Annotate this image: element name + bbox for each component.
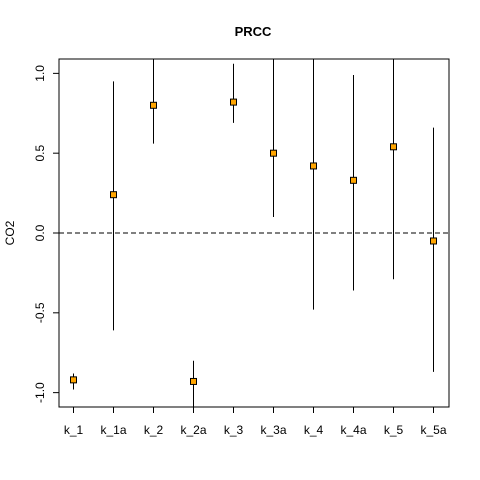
- x-tick-label-k_1a: k_1a: [100, 423, 126, 437]
- x-tick-label-k_5: k_5: [384, 423, 404, 437]
- y-tick-label-0.0: 0.0: [33, 224, 47, 241]
- x-tick-label-k_5a: k_5a: [420, 423, 446, 437]
- point-marker-k_1a: [110, 191, 117, 199]
- point-marker-k_5: [390, 143, 397, 151]
- point-marker-k_4a: [350, 176, 357, 184]
- point-marker-k_3: [230, 98, 237, 106]
- y-tick-label--1.0: -1.0: [33, 382, 47, 403]
- point-marker-k_5a: [430, 237, 437, 245]
- y-tick-label-0.5: 0.5: [33, 145, 47, 162]
- point-marker-k_2: [150, 101, 157, 109]
- point-marker-k_3a: [270, 149, 277, 157]
- plot-area: k_1 k_1a k_2 k_2a k_3 k_3a k_4 k_4a k_5 k_5a -1.0 -…: [33, 58, 450, 437]
- x-tick-label-k_1: k_1: [64, 423, 84, 437]
- point-marker-k_4: [310, 162, 317, 170]
- point-marker-k_2a: [190, 377, 197, 385]
- chart-title: PRCC: [235, 24, 272, 39]
- x-tick-label-k_3: k_3: [224, 423, 244, 437]
- x-tick-label-k_2: k_2: [144, 423, 164, 437]
- x-tick-label-k_2a: k_2a: [180, 423, 206, 437]
- x-tick-label-k_3a: k_3a: [260, 423, 286, 437]
- x-tick-label-k_4: k_4: [304, 423, 324, 437]
- y-tick-label-1.0: 1.0: [33, 65, 47, 82]
- x-tick-label-k_4a: k_4a: [340, 423, 366, 437]
- point-marker-k_1: [70, 376, 77, 384]
- y-tick-label--0.5: -0.5: [33, 302, 47, 323]
- y-axis-label: CO2: [3, 220, 17, 245]
